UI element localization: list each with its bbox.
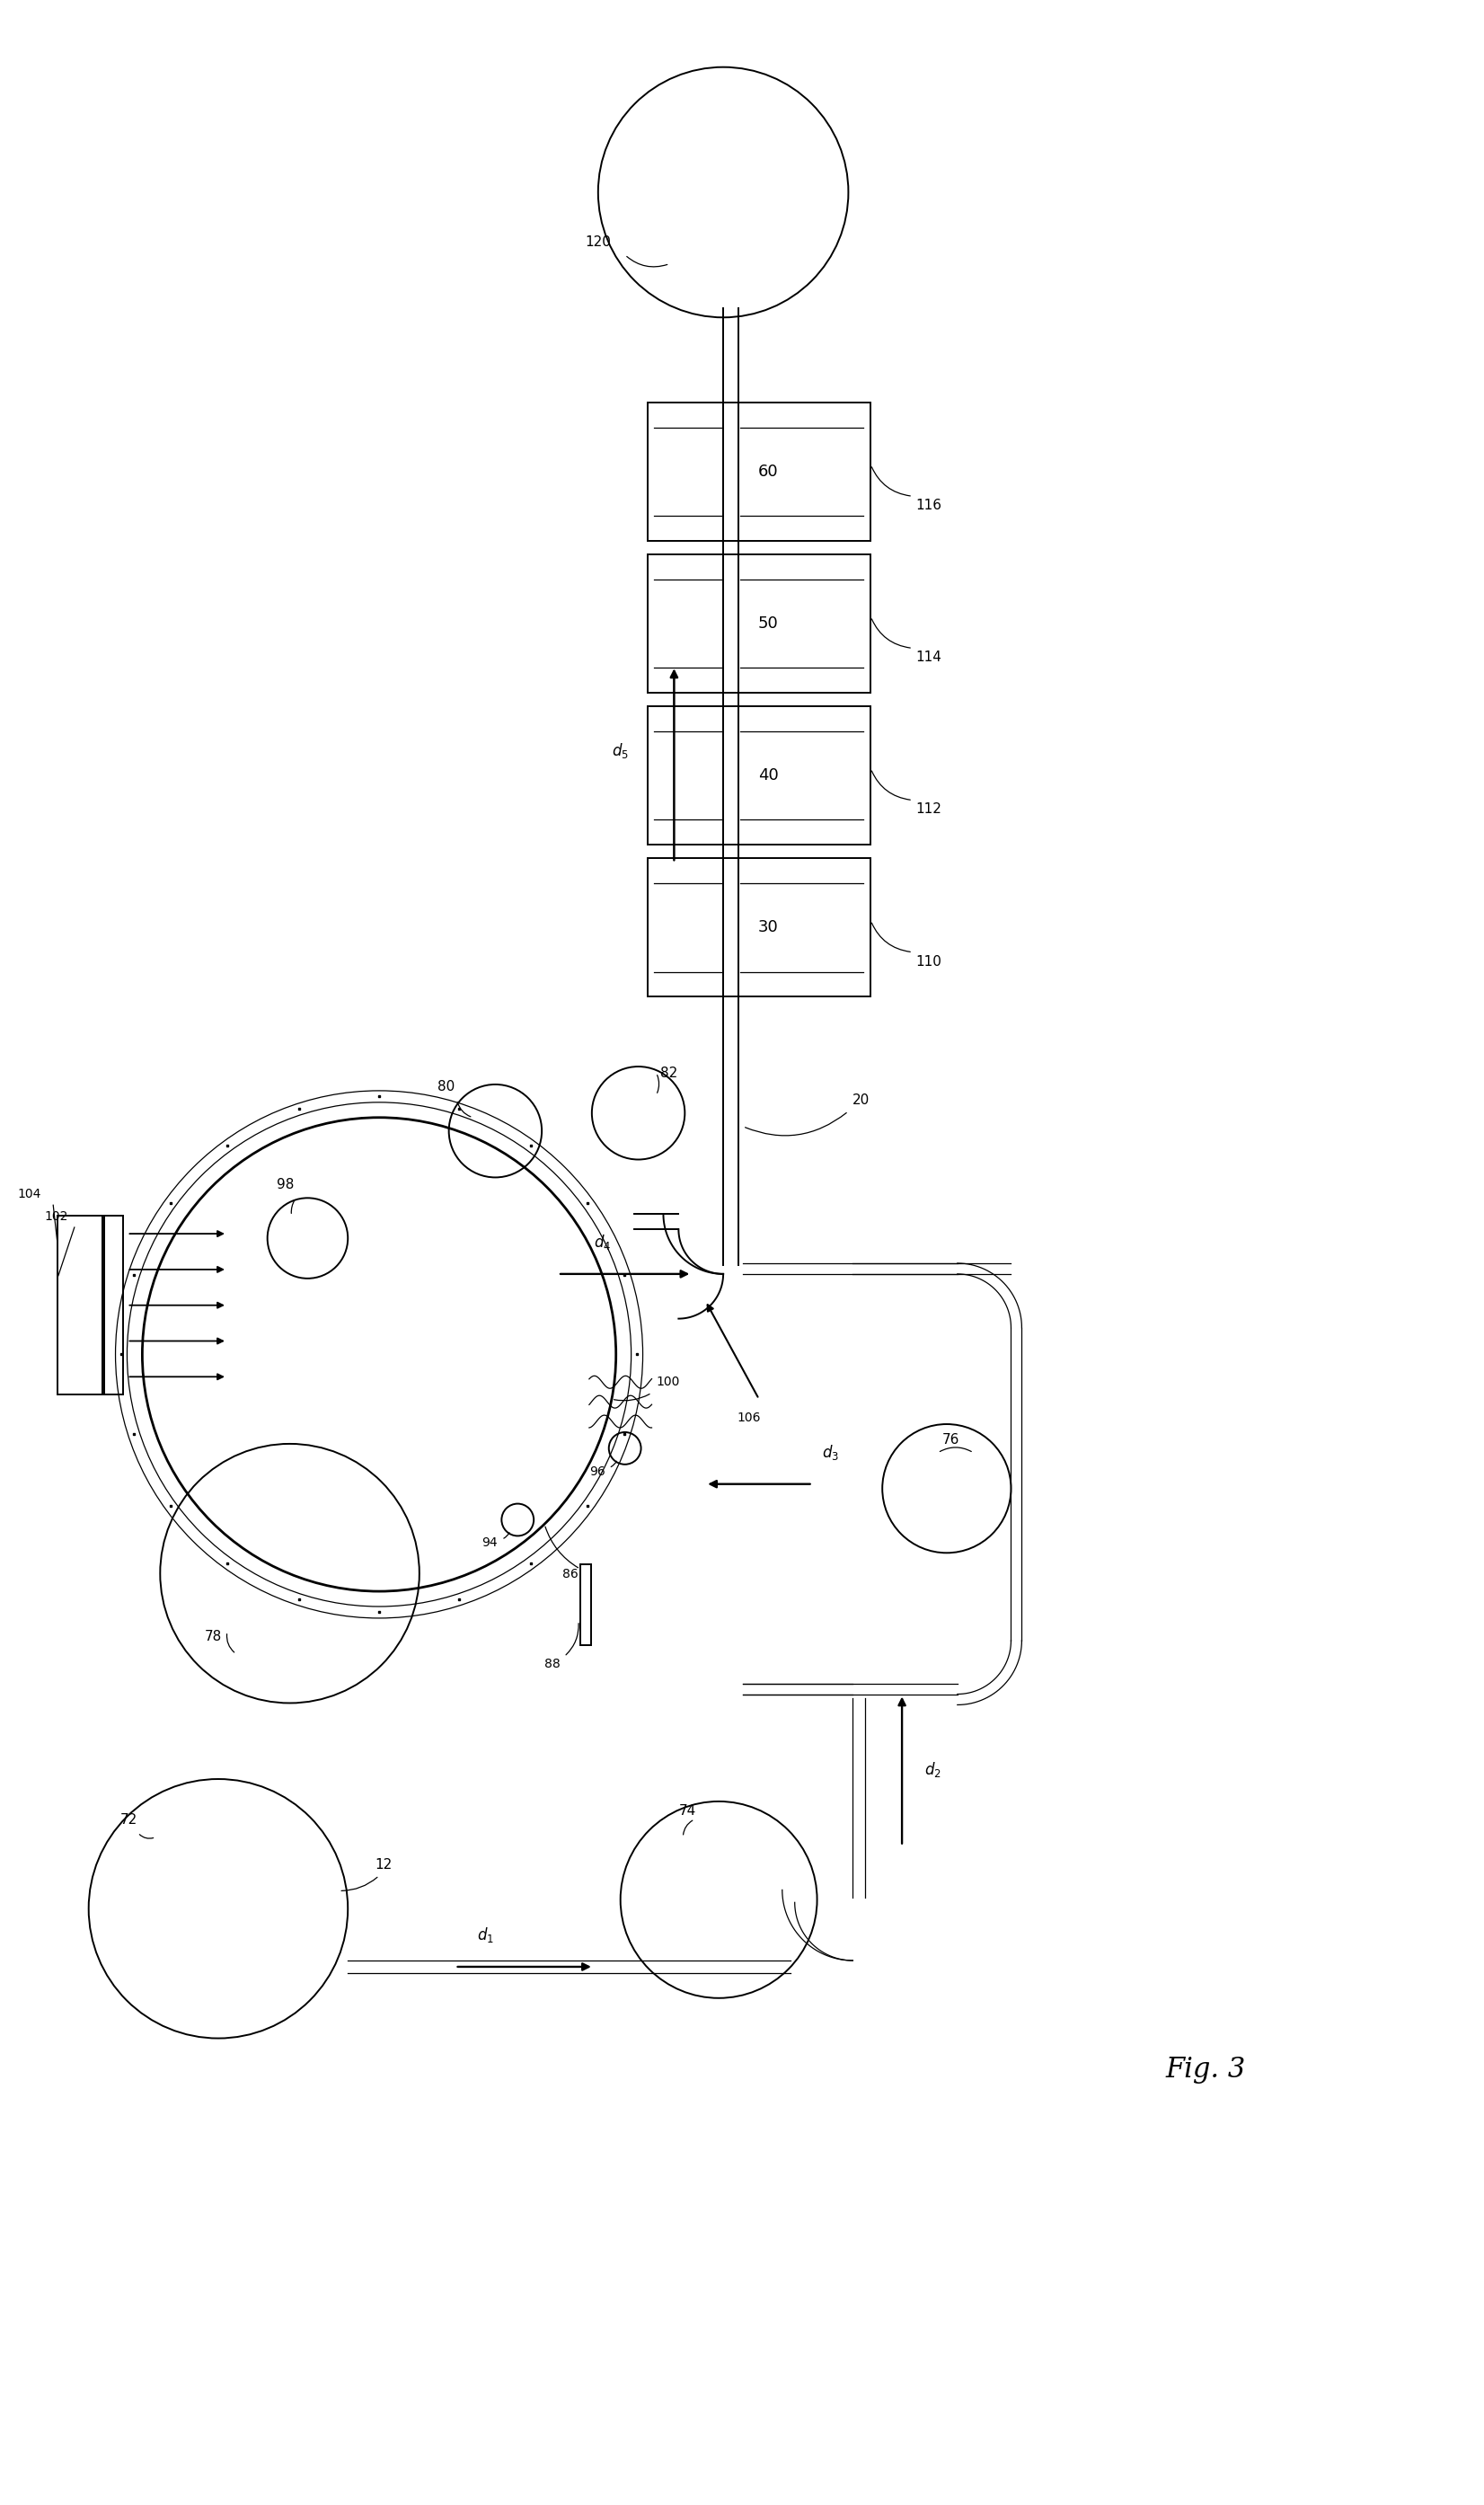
Text: 12: 12 [374, 1859, 392, 1871]
Text: 60: 60 [758, 463, 779, 481]
Text: 72: 72 [120, 1814, 137, 1826]
Text: $d_1$: $d_1$ [478, 1926, 494, 1944]
Text: 120: 120 [585, 235, 610, 248]
Text: 116: 116 [916, 498, 941, 514]
Text: 88: 88 [545, 1658, 561, 1671]
Bar [580, 1566, 591, 1646]
Text: 78: 78 [205, 1631, 223, 1643]
Text: 74: 74 [678, 1804, 696, 1819]
Text: $d_5$: $d_5$ [611, 741, 629, 759]
Bar [647, 859, 871, 997]
Text: 106: 106 [736, 1413, 760, 1425]
Text: 82: 82 [660, 1067, 678, 1080]
Text: 112: 112 [916, 802, 941, 817]
Text: 114: 114 [916, 651, 941, 664]
Text: 76: 76 [942, 1433, 960, 1445]
Text: $d_4$: $d_4$ [594, 1232, 611, 1252]
Text: 30: 30 [758, 919, 779, 937]
Bar [104, 1215, 123, 1395]
Bar [647, 706, 871, 844]
Bar [58, 1215, 102, 1395]
Text: $d_3$: $d_3$ [822, 1443, 838, 1463]
Bar [647, 403, 871, 541]
Text: 110: 110 [916, 954, 941, 969]
Text: 94: 94 [482, 1536, 497, 1548]
Text: 50: 50 [758, 616, 779, 631]
Text: 80: 80 [438, 1080, 454, 1092]
Text: 98: 98 [276, 1177, 294, 1192]
Text: 40: 40 [758, 767, 779, 784]
Text: 86: 86 [562, 1568, 579, 1581]
Bar [647, 554, 871, 694]
Text: $d_2$: $d_2$ [925, 1761, 941, 1779]
Text: 102: 102 [45, 1210, 68, 1222]
Text: 100: 100 [656, 1375, 680, 1388]
Text: 104: 104 [18, 1187, 42, 1200]
Text: 96: 96 [589, 1465, 605, 1478]
Text: Fig. 3: Fig. 3 [1165, 2057, 1247, 2084]
Text: 20: 20 [853, 1092, 870, 1107]
